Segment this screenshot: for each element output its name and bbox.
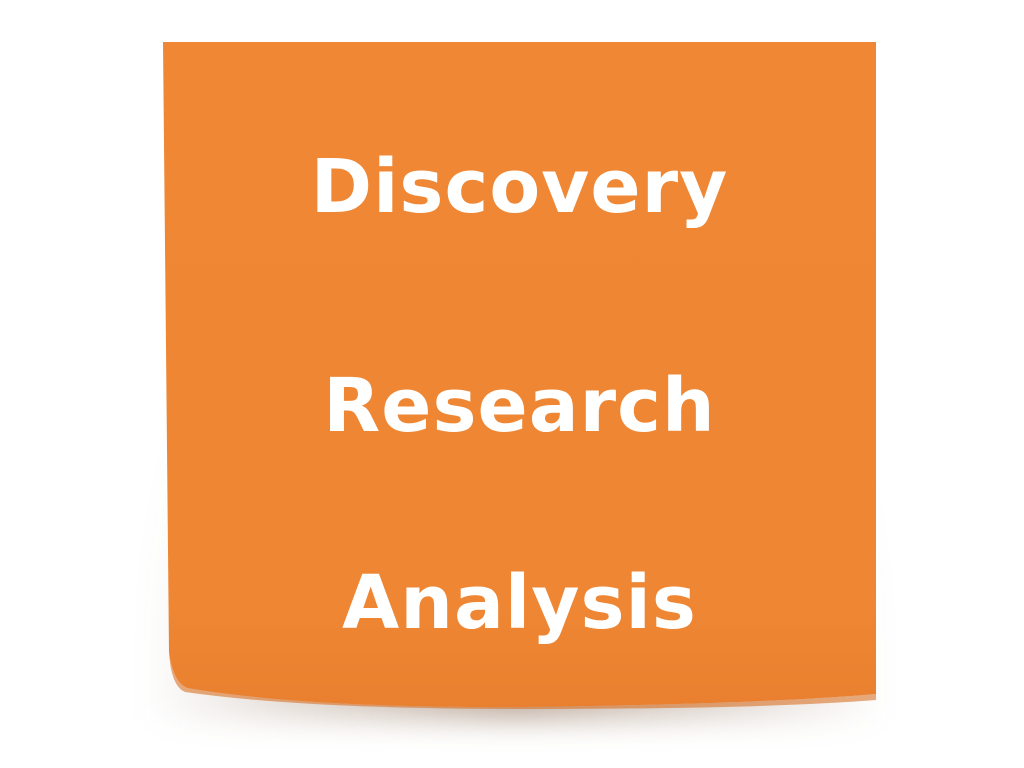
sticky-note-text: Discovery Research Analysis xyxy=(163,42,876,709)
sticky-note-shape xyxy=(163,42,876,709)
line-analysis: Analysis xyxy=(342,560,697,646)
line-discovery: Discovery xyxy=(310,144,729,230)
line-research: Research xyxy=(323,363,716,449)
sticky-note: Discovery Research Analysis xyxy=(163,42,876,709)
